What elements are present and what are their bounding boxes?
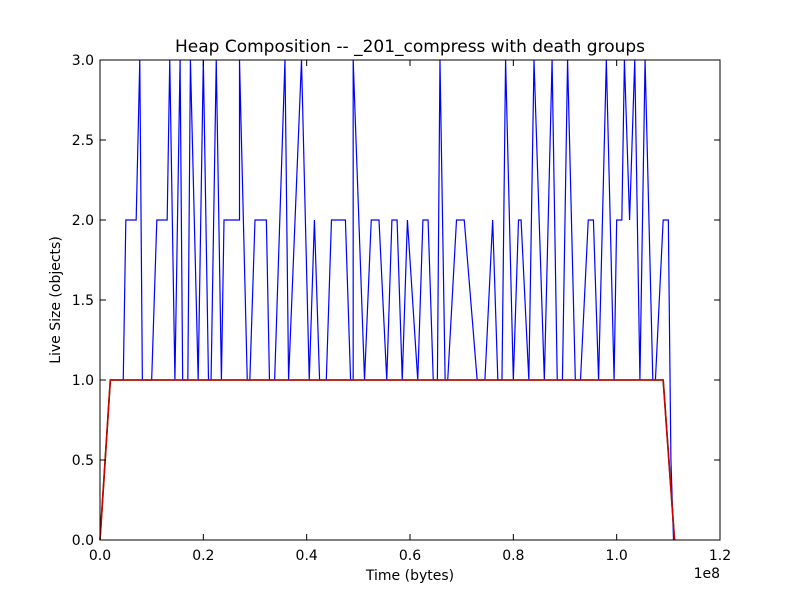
y-tick-label: 2.0 [72, 213, 94, 229]
y-tick-label: 2.5 [72, 133, 94, 149]
x-tick-label: 0.2 [192, 548, 214, 564]
y-tick-label: 3.0 [72, 53, 94, 69]
x-tick-label: 1.0 [606, 548, 628, 564]
x-tick-label: 0.8 [502, 548, 524, 564]
plot-area [100, 60, 720, 540]
x-tick-label: 0.4 [296, 548, 318, 564]
y-tick-label: 1.5 [72, 293, 94, 309]
x-tick-label: 0.0 [89, 548, 111, 564]
y-tick-label: 0.5 [72, 453, 94, 469]
chart-title: Heap Composition -- _201_compress with d… [175, 37, 645, 57]
y-tick-label: 1.0 [72, 373, 94, 389]
y-axis-label: Live Size (objects) [48, 236, 64, 364]
series-line-1 [99, 59, 675, 541]
x-axis-multiplier: 1e8 [694, 566, 720, 582]
x-axis-label: Time (bytes) [365, 568, 454, 584]
x-tick-label: 0.6 [399, 548, 421, 564]
ticks-layer: 0.0 0.2 0.4 0.6 0.8 1.0 1.2 0.0 0.5 1.0 1.5 2.0 2.5 3… [72, 53, 731, 564]
y-tick-label: 0.0 [72, 533, 94, 549]
x-tick-label: 1.2 [709, 548, 731, 564]
